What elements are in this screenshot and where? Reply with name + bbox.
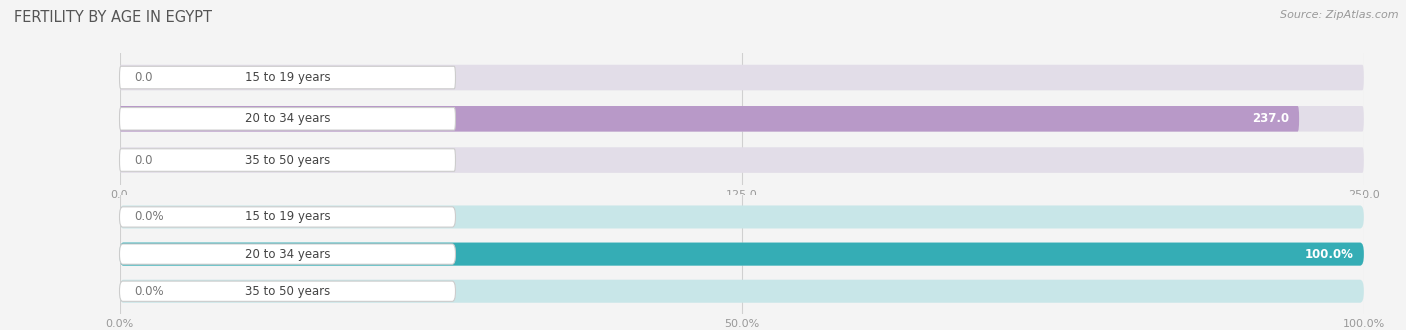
Text: Source: ZipAtlas.com: Source: ZipAtlas.com xyxy=(1281,10,1399,20)
Text: 0.0: 0.0 xyxy=(135,153,153,167)
Text: 0.0: 0.0 xyxy=(135,71,153,84)
Text: 35 to 50 years: 35 to 50 years xyxy=(245,285,330,298)
Text: 100.0%: 100.0% xyxy=(1305,248,1354,261)
Text: 15 to 19 years: 15 to 19 years xyxy=(245,71,330,84)
FancyBboxPatch shape xyxy=(120,280,1364,303)
FancyBboxPatch shape xyxy=(120,243,1364,266)
FancyBboxPatch shape xyxy=(120,207,456,227)
Text: 0.0%: 0.0% xyxy=(135,285,165,298)
Text: 237.0: 237.0 xyxy=(1251,112,1289,125)
FancyBboxPatch shape xyxy=(120,147,1364,173)
FancyBboxPatch shape xyxy=(120,243,1364,266)
Text: 15 to 19 years: 15 to 19 years xyxy=(245,211,330,223)
FancyBboxPatch shape xyxy=(120,149,456,171)
FancyBboxPatch shape xyxy=(120,281,456,301)
Text: 20 to 34 years: 20 to 34 years xyxy=(245,112,330,125)
FancyBboxPatch shape xyxy=(120,66,456,89)
FancyBboxPatch shape xyxy=(120,65,1364,90)
FancyBboxPatch shape xyxy=(120,106,1299,132)
FancyBboxPatch shape xyxy=(120,206,1364,228)
Text: 0.0%: 0.0% xyxy=(135,211,165,223)
Text: 20 to 34 years: 20 to 34 years xyxy=(245,248,330,261)
FancyBboxPatch shape xyxy=(120,106,1364,132)
Text: 35 to 50 years: 35 to 50 years xyxy=(245,153,330,167)
FancyBboxPatch shape xyxy=(120,244,456,264)
Text: FERTILITY BY AGE IN EGYPT: FERTILITY BY AGE IN EGYPT xyxy=(14,10,212,25)
FancyBboxPatch shape xyxy=(120,108,456,130)
